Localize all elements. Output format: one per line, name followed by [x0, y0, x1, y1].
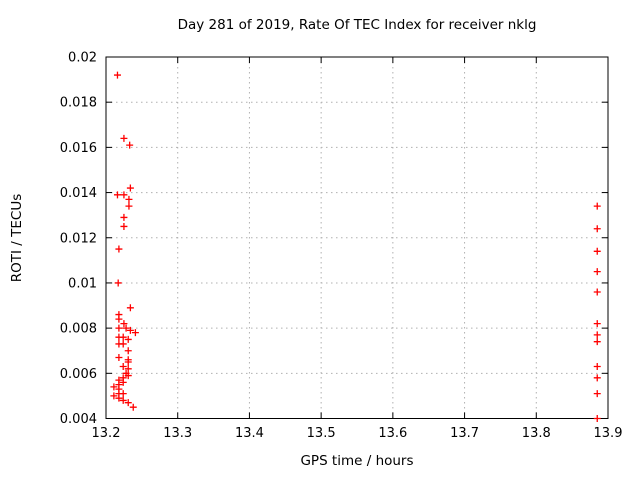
y-tick-label: 0.02 — [68, 51, 97, 66]
data-point-marker — [119, 378, 127, 386]
data-point-marker — [113, 71, 121, 79]
data-point-marker — [113, 191, 121, 199]
data-point-marker — [124, 365, 132, 373]
data-point-marker — [593, 374, 601, 382]
data-point-marker — [125, 202, 133, 210]
data-point-marker — [115, 324, 123, 332]
data-point-marker — [124, 372, 132, 380]
y-tick-label: 0.008 — [60, 322, 97, 337]
data-point-marker — [593, 320, 601, 328]
data-point-marker — [125, 195, 133, 203]
data-point-marker — [126, 184, 134, 192]
y-tick-label: 0.004 — [60, 412, 97, 427]
x-tick-label: 13.8 — [522, 426, 551, 441]
data-point-marker — [115, 315, 123, 323]
x-tick-label: 13.7 — [450, 426, 479, 441]
data-point-marker — [593, 415, 601, 422]
data-point-marker — [126, 141, 134, 149]
data-point-marker — [120, 320, 128, 328]
data-point-marker — [593, 390, 601, 398]
data-point-marker — [120, 222, 128, 230]
data-point-marker — [115, 394, 123, 402]
plot-border — [105, 56, 609, 419]
x-tick-label: 13.3 — [163, 426, 192, 441]
y-tick-label: 0.012 — [60, 231, 97, 246]
x-tick-label: 13.9 — [594, 426, 623, 441]
x-axis-label: GPS time / hours — [300, 453, 414, 469]
data-point-marker — [126, 304, 134, 312]
data-point-marker — [110, 392, 118, 400]
data-point-marker — [114, 279, 122, 287]
data-point-marker — [120, 213, 128, 221]
data-point-marker — [126, 326, 134, 334]
y-tick-label: 0.006 — [60, 367, 97, 382]
chart-title: Day 281 of 2019, Rate Of TEC Index for r… — [177, 17, 537, 33]
data-point-marker — [120, 191, 128, 199]
data-point-marker — [593, 225, 601, 233]
data-point-marker — [115, 245, 123, 253]
x-tick-label: 13.5 — [307, 426, 336, 441]
data-point-marker — [120, 134, 128, 142]
data-point-marker — [124, 358, 132, 366]
data-point-marker — [119, 333, 127, 341]
data-point-marker — [115, 353, 123, 361]
data-point-marker — [119, 396, 127, 404]
y-tick-label: 0.014 — [60, 186, 97, 201]
y-tick-label: 0.018 — [60, 96, 97, 111]
data-point-marker — [593, 202, 601, 210]
y-tick-label: 0.016 — [60, 141, 97, 156]
data-point-marker — [593, 268, 601, 276]
x-tick-label: 13.2 — [92, 426, 121, 441]
data-point-marker — [593, 363, 601, 371]
data-point-marker — [110, 383, 118, 391]
data-point-marker — [124, 347, 132, 355]
data-point-marker — [122, 324, 130, 332]
y-tick-label: 0.01 — [68, 276, 97, 291]
data-point-marker — [593, 288, 601, 296]
data-point-marker — [124, 399, 132, 407]
x-tick-label: 13.6 — [378, 426, 407, 441]
data-point-marker — [119, 340, 127, 348]
data-point-marker — [593, 331, 601, 339]
data-point-marker — [593, 247, 601, 255]
data-point-marker — [119, 363, 127, 371]
data-point-marker — [124, 335, 132, 343]
x-tick-label: 13.4 — [235, 426, 264, 441]
data-point-marker — [131, 329, 139, 337]
data-point-marker — [593, 338, 601, 346]
data-point-marker — [129, 403, 137, 411]
